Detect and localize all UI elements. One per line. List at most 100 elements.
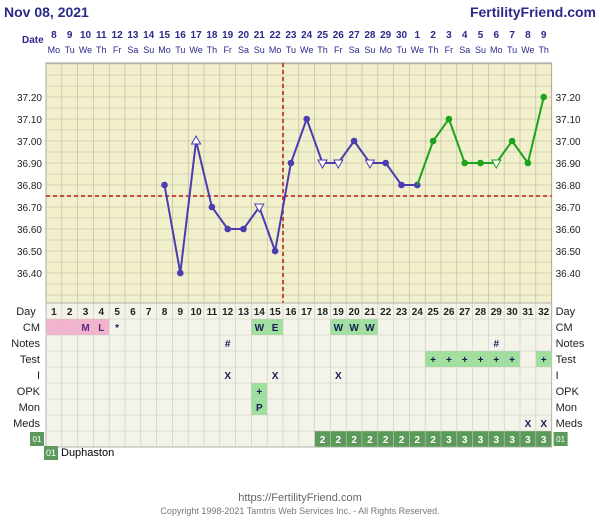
- row-label-right: I: [556, 370, 559, 382]
- temp-point: [208, 203, 216, 211]
- day-number: 24: [412, 307, 424, 318]
- weekday-label: Fr: [445, 45, 454, 55]
- temp-point: [540, 93, 547, 101]
- table-cell-bg: [314, 431, 331, 447]
- day-number: 13: [238, 307, 250, 318]
- table-cell-bg: [393, 431, 410, 447]
- weekday-label: Fr: [334, 45, 343, 55]
- table-cell-bg: [409, 431, 426, 447]
- table-cell-bg: [251, 383, 268, 399]
- date-label: 9: [541, 30, 547, 41]
- site-name[interactable]: FertilityFriend.com: [469, 4, 596, 20]
- date-label: 14: [143, 30, 155, 41]
- weekday-label: Tu: [286, 45, 296, 55]
- temp-point: [461, 159, 469, 167]
- table-cell-text: W: [255, 323, 265, 334]
- temp-point: [429, 137, 437, 145]
- table-cell-bg: [330, 319, 347, 335]
- weekday-label: Mo: [48, 45, 61, 55]
- weekday-label: Sa: [127, 45, 138, 55]
- table-cell-text: +: [541, 355, 547, 366]
- day-number: 25: [428, 307, 440, 318]
- y-tick-right: 36.80: [556, 181, 581, 192]
- table-cell-bg: [488, 431, 505, 447]
- date-label: 20: [238, 30, 250, 41]
- date-label: 3: [446, 30, 452, 41]
- table-cell-text: #: [225, 339, 231, 350]
- row-label-right: OPK: [556, 386, 580, 398]
- y-tick-left: 36.50: [17, 247, 42, 258]
- date-label: 10: [80, 30, 92, 41]
- day-number: 3: [83, 307, 89, 318]
- temp-point: [240, 225, 247, 233]
- table-cell-text: 2: [430, 435, 436, 446]
- row-label-right: CM: [556, 322, 573, 334]
- table-cell-bg: [441, 351, 457, 367]
- temp-point: [398, 181, 405, 189]
- table-cell-bg: [251, 399, 268, 415]
- table-cell-text: X: [540, 419, 547, 430]
- y-tick-left: 36.70: [17, 203, 42, 214]
- row-label-left: OPK: [17, 386, 41, 398]
- date-label: 19: [222, 30, 234, 41]
- table-cell-text: +: [430, 355, 436, 366]
- date-label: 7: [509, 30, 515, 41]
- date-label: 26: [333, 30, 345, 41]
- weekday-label: Th: [538, 45, 549, 55]
- legend-code: 01: [44, 446, 58, 460]
- table-cell-bg: [61, 319, 78, 335]
- row-label-right: Notes: [556, 338, 585, 350]
- weekday-label: Sa: [349, 45, 360, 55]
- table-cell-bg: [535, 351, 552, 367]
- table-cell-text: P: [256, 403, 263, 414]
- table-cell-text: X: [224, 371, 231, 382]
- weekday-label: Su: [364, 45, 375, 55]
- y-tick-left: 36.40: [17, 269, 42, 280]
- table-cell-bg: [441, 431, 457, 447]
- footer-url[interactable]: https://FertilityFriend.com: [238, 492, 362, 504]
- date-label: 1: [415, 30, 421, 41]
- day-number: 17: [301, 307, 313, 318]
- date-label: 5: [478, 30, 484, 41]
- table-cell-text: 2: [351, 435, 357, 446]
- date-label: 9: [67, 30, 73, 41]
- weekday-label: Th: [96, 45, 107, 55]
- table-cell-text: X: [335, 371, 342, 382]
- weekday-label: Mo: [269, 45, 282, 55]
- table-cell-bg: [77, 319, 94, 335]
- date-label: 8: [525, 30, 531, 41]
- temp-point: [161, 181, 168, 189]
- table-cell-bg: [504, 431, 520, 447]
- table-cell-bg: [504, 351, 520, 367]
- y-tick-right: 37.10: [556, 115, 581, 126]
- table-cell-text: 2: [336, 435, 342, 446]
- date-label: 6: [494, 30, 500, 41]
- table-cell-text: 2: [415, 435, 421, 446]
- date-label: 16: [175, 30, 187, 41]
- temp-point: [303, 115, 311, 123]
- weekday-label: Th: [207, 45, 218, 55]
- date-label: 27: [349, 30, 361, 41]
- weekday-label: Tu: [396, 45, 406, 55]
- day-number: 27: [459, 307, 471, 318]
- weekday-label: Sa: [459, 45, 470, 55]
- weekday-label: Tu: [175, 45, 185, 55]
- date-label: 17: [191, 30, 203, 41]
- weekday-label: We: [300, 45, 313, 55]
- date-label: 24: [301, 30, 313, 41]
- day-number: 4: [99, 307, 105, 318]
- date-label: 2: [430, 30, 436, 41]
- y-tick-right: 37.00: [556, 137, 581, 148]
- table-cell-text: 2: [367, 435, 373, 446]
- y-tick-right: 36.60: [556, 225, 581, 236]
- temp-point: [524, 159, 532, 167]
- row-label-right: Meds: [556, 418, 583, 430]
- table-cell-text: +: [462, 355, 468, 366]
- table-cell-text: +: [446, 355, 452, 366]
- chart-date: Nov 08, 2021: [4, 4, 89, 20]
- table-cell-bg: [425, 351, 441, 367]
- temp-point: [382, 159, 390, 167]
- table-cell-text: 2: [383, 435, 389, 446]
- day-number: 9: [178, 307, 184, 318]
- day-number: 5: [114, 307, 120, 318]
